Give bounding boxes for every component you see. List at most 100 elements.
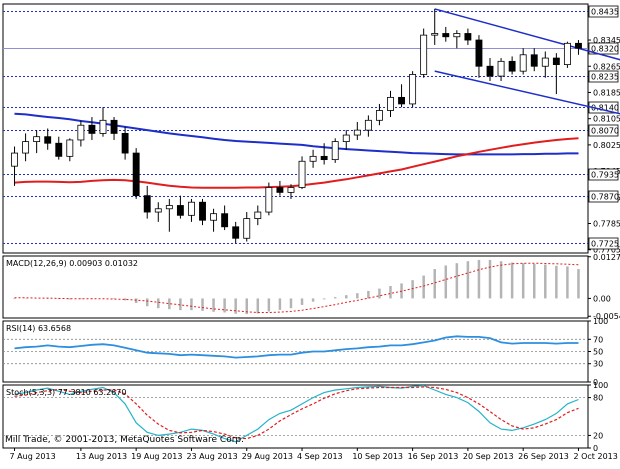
candle-bear [475, 39, 483, 67]
candle-bull [287, 187, 295, 193]
candle-bear [575, 42, 582, 49]
stoch-label: Stoch(5,3,3) 77.3810 63.2670 [6, 388, 126, 397]
candle-bull [309, 155, 317, 162]
rsi-y-tick-label: 100 [593, 317, 608, 326]
candle-bull [563, 42, 571, 66]
price-level-box [588, 168, 619, 181]
main-y-tick-label: 0.8105 [593, 115, 620, 124]
stoch-main-line [14, 384, 579, 443]
stoch-signal-line [14, 386, 579, 440]
candle-bull [409, 74, 417, 105]
macd-label: MACD(12,26,9) 0.00903 0.01032 [6, 259, 138, 268]
candle-bull [188, 201, 195, 216]
price-level-box [588, 101, 619, 114]
candle-bear [508, 60, 516, 72]
stoch-y-tick-label: 100 [593, 381, 608, 390]
footer-copyright: Mill Trade, © 2001-2013, MetaQuotes Soft… [5, 435, 244, 445]
main-y-tick-label: 0.8265 [593, 62, 620, 71]
candle-bull [165, 205, 173, 210]
price-level-label: 0.8070 [591, 127, 619, 136]
candle-bear [530, 54, 538, 67]
candle-bull [431, 33, 439, 36]
rsi-y-tick-label: 50 [593, 348, 603, 357]
x-axis-label: 20 Sep 2013 [463, 452, 514, 461]
candle-bear [232, 226, 240, 239]
candle-bull [353, 129, 361, 136]
macd-y-tick-label: 0.01277 [593, 253, 620, 262]
macd-pane: 0.01277 0.00 -0.00546 MACD(12,26,9) 0.00903… [2, 253, 620, 321]
candle-bear [55, 142, 63, 157]
moving-average-blue [14, 112, 579, 156]
price-level-box [588, 5, 619, 18]
x-axis-label: 10 Sep 2013 [352, 452, 403, 461]
candle-bull [99, 119, 107, 134]
price-level-label: 0.7725 [591, 240, 619, 249]
rsi-y-tick-label: 0 [593, 378, 598, 387]
candle-bull [66, 139, 74, 157]
main-y-tick-label: 0.8345 [593, 36, 620, 45]
candle-bear [486, 65, 494, 77]
candle-bull [243, 218, 251, 239]
x-axis: 7 Aug 2013 13 Aug 2013 19 Aug 2013 23 Aug 2… [10, 448, 618, 461]
candle-bear [442, 33, 450, 38]
candle-bear [398, 96, 405, 105]
candle-bull [33, 136, 41, 143]
moving-average-red [14, 137, 579, 189]
candle-bear [132, 152, 140, 197]
x-axis-label: 29 Aug 2013 [242, 452, 293, 461]
stoch-pane: 100 80 20 0 Stoch(5,3,3) 77.3810 63.2670 [2, 381, 608, 453]
price-level-box [588, 70, 619, 83]
main-y-tick-label: 0.7705 [593, 246, 620, 255]
main-y-tick-label: 0.8185 [593, 88, 620, 97]
price-level-label: 0.8235 [591, 73, 619, 82]
candle-bull [364, 119, 372, 131]
candle-bear [464, 33, 472, 41]
candle-bear [44, 136, 52, 144]
candle-bull [22, 141, 30, 154]
x-axis-label: 23 Aug 2013 [186, 452, 237, 461]
x-axis-label: 16 Sep 2013 [408, 452, 459, 461]
price-level-box [588, 190, 619, 203]
candle-bear [176, 205, 184, 216]
rsi-label: RSI(14) 63.6568 [6, 324, 71, 333]
x-axis-label: 13 Aug 2013 [76, 452, 127, 461]
candle-bear [320, 155, 328, 161]
channel-upper-line [434, 8, 620, 61]
candle-bull [298, 160, 306, 188]
macd-y-tick-label: 0.00 [593, 294, 611, 303]
candle-bull [541, 57, 549, 67]
price-level-box [588, 42, 619, 55]
x-axis-label: 2 Oct 2013 [573, 452, 617, 461]
price-level-label: 0.7935 [591, 171, 619, 180]
macd-y-tick-label: -0.00546 [593, 312, 620, 321]
candle-bull [254, 211, 262, 219]
price-level-label: 0.8320 [591, 45, 619, 54]
price-level-label: 0.7870 [591, 193, 619, 202]
stoch-y-tick-label: 0 [593, 444, 598, 453]
candle-bear [221, 213, 229, 228]
price-level-box [588, 124, 619, 137]
candle-bull [420, 34, 428, 75]
candle-bull [375, 110, 383, 121]
rsi-line [14, 335, 579, 359]
candle-bull [11, 152, 18, 167]
x-axis-label: 26 Sep 2013 [518, 452, 569, 461]
main-price-pane: 0.83450.82650.81850.81050.80250.79450.78… [2, 3, 620, 255]
price-level-box [588, 237, 619, 250]
x-axis-label: 7 Aug 2013 [10, 452, 56, 461]
candle-bear [110, 119, 118, 134]
candle-bull [497, 60, 505, 77]
channel-lower-line [434, 70, 620, 115]
candle-bull [519, 54, 527, 72]
candle-bear [276, 187, 284, 193]
candle-bull [265, 187, 273, 213]
stoch-y-tick-label: 80 [593, 394, 603, 403]
rsi-y-tick-label: 30 [593, 360, 603, 369]
stoch-frame [2, 384, 589, 449]
main-y-tick-label: 0.7785 [593, 220, 620, 229]
candle-bear [88, 124, 96, 134]
x-axis-label: 4 Sep 2013 [297, 452, 343, 461]
candle-bull [210, 213, 218, 221]
